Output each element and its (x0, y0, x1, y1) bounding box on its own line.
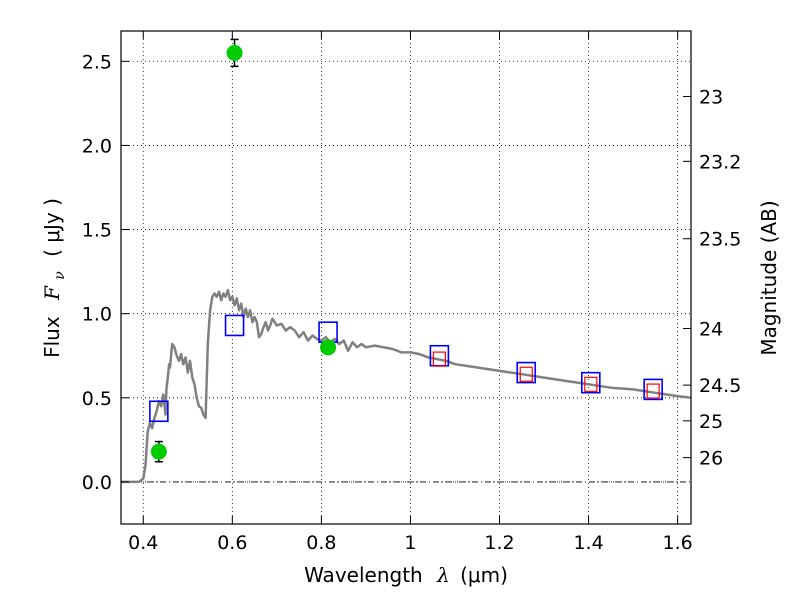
secondary-photometry-point (646, 383, 660, 399)
mag-tick-label: 24.5 (699, 375, 741, 397)
ticks: 0.4 0.6 0.8 1 1.2 1.4 1.6 0.0 0.5 1.0 1.5 2.0 2.5 23 2… (82, 31, 741, 554)
y-tick-label: 1.0 (82, 304, 112, 326)
observed-point (150, 443, 167, 460)
y-tick-label: 2.0 (82, 135, 112, 157)
model-photometry-point (516, 361, 537, 384)
mag-tick-label: 24 (699, 318, 723, 340)
x-tick-label: 0.8 (306, 532, 336, 554)
observed-point (226, 44, 243, 61)
model-sed-line (121, 288, 692, 484)
x-tick-label: 1.4 (573, 532, 603, 554)
x-tick-label: 0.4 (128, 532, 158, 554)
mag-tick-label: 23.5 (699, 229, 741, 251)
mag-tick-label: 23.2 (699, 151, 741, 173)
plot-area (121, 38, 692, 484)
x-axis-label: Wavelength λ (μm) (304, 563, 508, 587)
model-photometry-point (224, 314, 245, 337)
mag-tick-label: 25 (699, 411, 723, 433)
mag-tick-label: 26 (699, 448, 723, 470)
y-axis-label-left: Flux F ν ( μJy ) (40, 198, 69, 358)
y-tick-label: 1.5 (82, 220, 112, 242)
x-tick-label: 1 (404, 532, 416, 554)
observed-point (320, 339, 337, 356)
y-tick-label: 0.0 (82, 472, 112, 494)
y-tick-label: 2.5 (82, 51, 112, 73)
y-axis-label-right: Magnitude (AB) (757, 200, 781, 355)
secondary-photometry-point (519, 366, 533, 382)
plot-frame (120, 30, 692, 525)
x-tick-label: 1.6 (663, 532, 693, 554)
model-photometry-point (581, 371, 601, 394)
grid (121, 31, 691, 524)
mag-tick-label: 23 (699, 86, 723, 108)
model-photometry-point (643, 378, 663, 401)
secondary-photometry-point (432, 351, 446, 367)
x-tick-label: 0.6 (217, 532, 247, 554)
model-photometry-point (149, 400, 169, 423)
y-tick-label: 0.5 (82, 388, 112, 410)
secondary-photometry-point (584, 376, 598, 392)
x-tick-label: 1.2 (484, 532, 514, 554)
